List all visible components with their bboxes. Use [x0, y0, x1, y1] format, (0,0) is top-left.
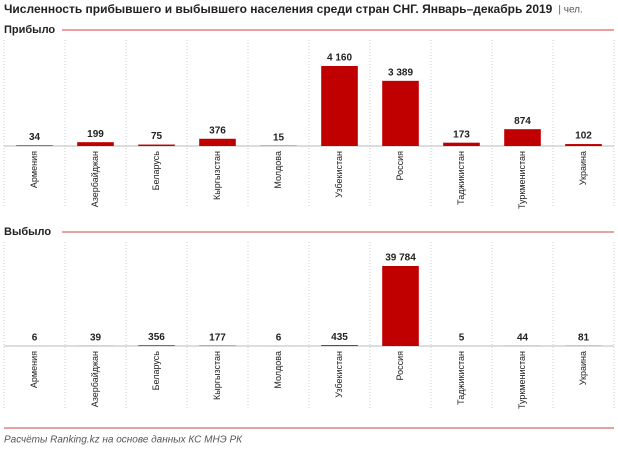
value-label: 102 [575, 131, 592, 142]
value-label: 34 [29, 132, 41, 143]
bar [443, 142, 480, 146]
bar [16, 145, 53, 146]
value-label: 6 [276, 333, 282, 344]
x-tick-label: Азербайджан [90, 351, 100, 407]
value-label: 75 [151, 131, 163, 142]
value-label: 376 [209, 125, 226, 136]
value-label: 15 [273, 132, 285, 143]
value-label: 3 389 [388, 67, 413, 78]
x-tick-label: Армения [29, 351, 39, 388]
chart-title: Численность прибывшего и выбывшего насел… [4, 2, 553, 16]
x-tick-label: Кыргызстан [212, 151, 222, 200]
x-tick-label: Туркменистан [517, 351, 527, 409]
value-label: 39 [90, 333, 102, 344]
bar [138, 345, 175, 346]
x-tick-label: Таджикистан [456, 151, 466, 205]
x-tick-label: Таджикистан [456, 351, 466, 405]
x-tick-label: Узбекистан [334, 351, 344, 398]
value-label: 5 [459, 333, 465, 344]
x-tick-label: Кыргызстан [212, 351, 222, 400]
value-label: 6 [32, 333, 38, 344]
source-note: Расчёты Ranking.kz на основе данных КС М… [4, 435, 243, 446]
bar [382, 80, 419, 146]
value-label: 177 [209, 332, 226, 343]
value-label: 356 [148, 332, 165, 343]
x-tick-label: Россия [395, 151, 405, 181]
panel-title: Выбыло [4, 226, 51, 238]
bar [138, 144, 175, 146]
bar [504, 129, 541, 146]
value-label: 435 [331, 332, 348, 343]
value-label: 4 160 [327, 53, 352, 64]
value-label: 874 [514, 116, 531, 127]
x-tick-label: Туркменистан [517, 151, 527, 209]
value-label: 199 [87, 129, 104, 140]
x-tick-label: Беларусь [151, 151, 161, 191]
unit-label: | чел. [558, 5, 582, 16]
bar [77, 142, 114, 146]
x-tick-label: Молдова [273, 151, 283, 189]
x-tick-label: Азербайджан [90, 151, 100, 207]
value-label: 173 [453, 129, 470, 140]
bar [382, 266, 419, 346]
x-tick-label: Беларусь [151, 351, 161, 391]
bar [321, 66, 358, 146]
x-tick-label: Молдова [273, 351, 283, 389]
bar [321, 345, 358, 346]
x-tick-label: Армения [29, 151, 39, 188]
value-label: 44 [517, 333, 529, 344]
value-label: 81 [578, 332, 590, 343]
x-tick-label: Узбекистан [334, 151, 344, 198]
value-label: 39 784 [385, 253, 416, 264]
bar [565, 144, 602, 146]
x-tick-label: Украина [578, 151, 588, 185]
panel-title: Прибыло [4, 24, 55, 36]
x-tick-label: Украина [578, 351, 588, 385]
bar [199, 138, 236, 146]
x-tick-label: Россия [395, 351, 405, 381]
